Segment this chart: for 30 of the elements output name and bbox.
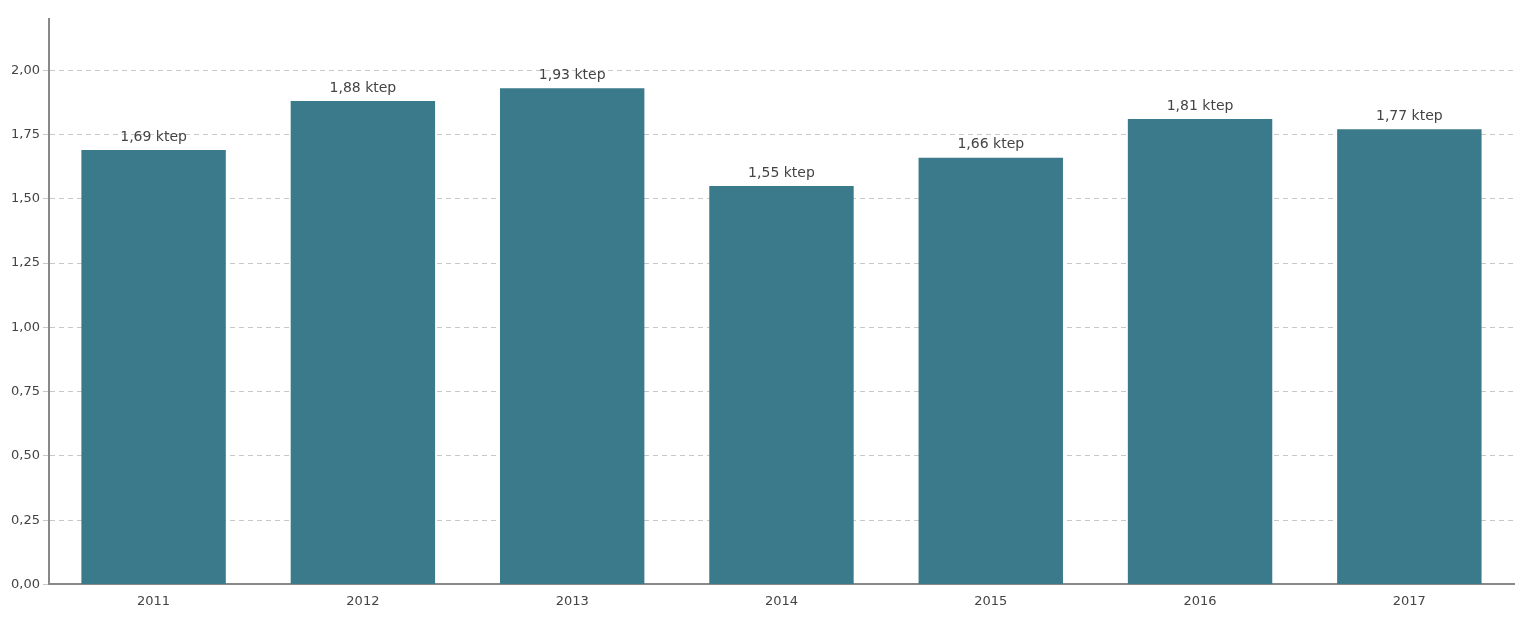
y-tick-label: 0,75 <box>10 382 40 398</box>
x-tick-label: 2012 <box>346 592 380 608</box>
x-tick-label: 2017 <box>1392 592 1426 608</box>
data-label: 1,77 ktep <box>1375 106 1443 123</box>
bar <box>81 149 226 584</box>
data-label: 1,66 ktep <box>957 135 1025 152</box>
bar <box>1337 129 1482 584</box>
bar <box>499 88 645 584</box>
data-label: 1,88 ktep <box>329 78 397 95</box>
data-label: 1,55 ktep <box>748 163 815 180</box>
bar <box>1127 119 1273 584</box>
y-tick-label: 1,00 <box>10 318 40 334</box>
x-tick-label: 2014 <box>764 592 799 608</box>
y-tick-label: 0,50 <box>10 447 40 463</box>
y-tick-label: 0,25 <box>10 511 40 527</box>
x-tick-label: 2015 <box>974 592 1008 608</box>
bar <box>290 101 436 584</box>
data-label: 1,69 ktep <box>120 127 188 144</box>
y-tick-label: 1,75 <box>10 125 40 141</box>
data-label: 1,93 ktep <box>538 65 606 82</box>
bar <box>918 157 1063 584</box>
bar <box>709 185 854 584</box>
x-tick-label: 2011 <box>137 592 171 608</box>
x-tick-label: 2013 <box>555 592 589 608</box>
y-tick-label: 0,00 <box>10 575 40 591</box>
y-tick-label: 1,25 <box>10 254 40 270</box>
data-label: 1,81 ktep <box>1166 96 1234 113</box>
y-tick-label: 2,00 <box>10 61 40 77</box>
x-tick-label: 2016 <box>1183 592 1217 608</box>
y-tick-label: 1,50 <box>10 190 40 206</box>
